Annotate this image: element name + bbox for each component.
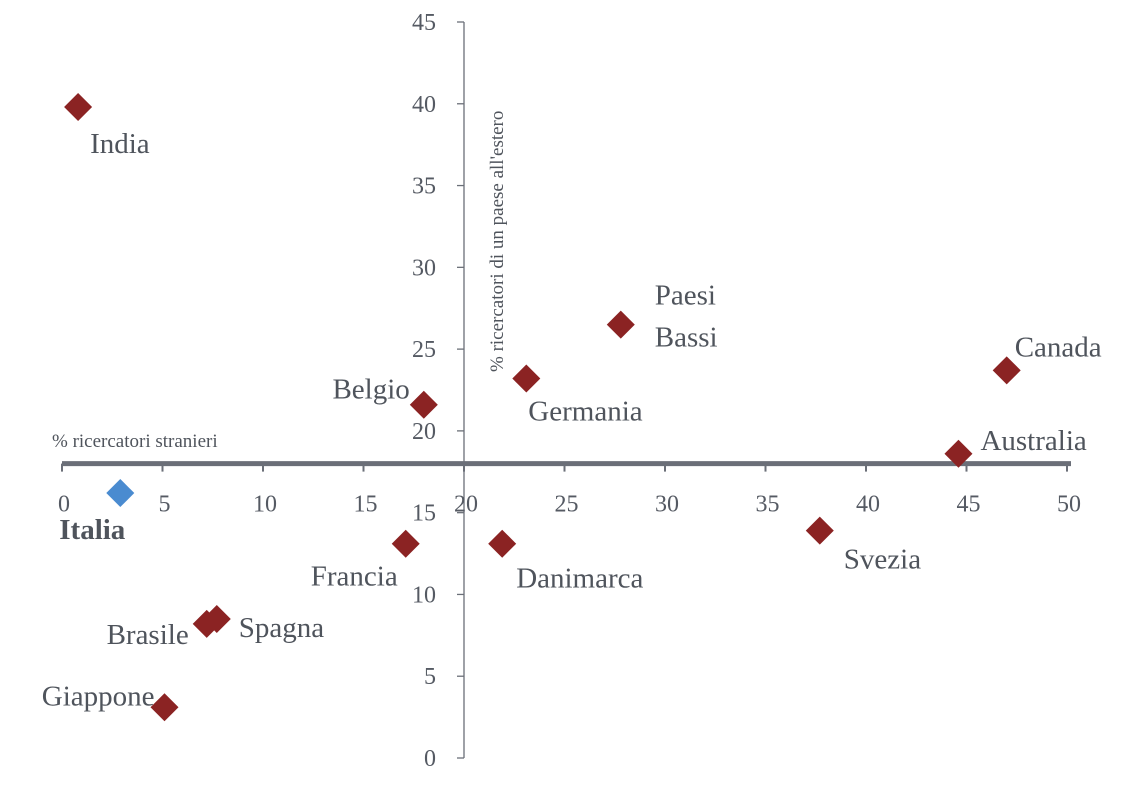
- point-label-canada: Canada: [1015, 331, 1102, 363]
- point-label-giappone: Giappone: [42, 680, 155, 712]
- x-tick-label: 0: [58, 492, 70, 518]
- x-tick-label: 30: [655, 492, 679, 518]
- y-axis: 0 5 10 15 20 25 30 35 40 45: [412, 10, 465, 772]
- y-tick-label: 45: [412, 10, 436, 36]
- y-tick-label: 20: [412, 419, 436, 445]
- point-label-italia: Italia: [59, 514, 126, 546]
- x-tick-label: 15: [354, 492, 378, 518]
- x-tick-label: 40: [856, 492, 880, 518]
- y-tick-label: 30: [412, 255, 436, 281]
- x-tick-label: 50: [1057, 492, 1081, 518]
- point-paesi-bassi: [606, 310, 635, 339]
- x-tick-label: 20: [454, 492, 478, 518]
- point-germania: [512, 364, 541, 393]
- y-tick-label: 10: [412, 582, 436, 608]
- y-tick-label: 40: [412, 92, 436, 118]
- y-tick-label: 15: [412, 501, 436, 527]
- x-tick-label: 45: [957, 492, 981, 518]
- point-label-australia: Australia: [980, 425, 1086, 457]
- point-label-belgio: Belgio: [332, 374, 409, 406]
- point-label-brasile: Brasile: [107, 619, 189, 651]
- y-tick-label: 0: [424, 746, 436, 772]
- point-giappone: [150, 693, 179, 722]
- point-francia: [391, 529, 420, 558]
- y-axis-title: % ricercatori di un paese all'estero: [487, 111, 508, 372]
- point-label-paesi-bassi: Paesi Bassi: [655, 280, 718, 354]
- point-canada: [992, 356, 1021, 385]
- point-label-germania: Germania: [528, 396, 642, 428]
- point-india: [64, 93, 93, 122]
- point-label-francia: Francia: [311, 561, 398, 593]
- point-label-spagna: Spagna: [239, 612, 325, 644]
- x-axis-title: % ricercatori stranieri: [52, 431, 218, 452]
- point-brasile: [192, 609, 221, 638]
- point-australia: [944, 439, 973, 468]
- point-belgio: [409, 390, 438, 419]
- x-tick-label: 35: [756, 492, 780, 518]
- point-svezia: [805, 516, 834, 545]
- point-italia: [106, 479, 135, 508]
- point-label-india: India: [90, 128, 150, 160]
- point-danimarca: [488, 529, 517, 558]
- y-tick-label: 25: [412, 337, 436, 363]
- x-tick-label: 10: [253, 492, 277, 518]
- data-points: India Paesi Bassi Canada Germania Belgio Austr…: [42, 93, 1102, 722]
- x-tick-label: 5: [159, 492, 171, 518]
- x-tick-label: 25: [555, 492, 579, 518]
- point-label-svezia: Svezia: [844, 544, 921, 576]
- x-axis: 0 5 10 15 20 25 30 35 40 45 50: [58, 461, 1081, 518]
- y-tick-label: 35: [412, 174, 436, 200]
- point-label-danimarca: Danimarca: [516, 563, 643, 595]
- y-tick-label: 5: [424, 664, 436, 690]
